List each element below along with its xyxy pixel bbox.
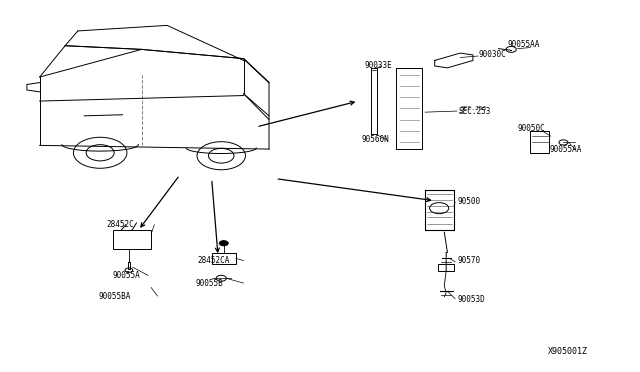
Bar xyxy=(212,253,236,263)
Text: X905001Z: X905001Z xyxy=(548,347,588,356)
Text: 90055BA: 90055BA xyxy=(99,292,131,301)
Text: 90055B: 90055B xyxy=(196,279,223,288)
Text: 28452CA: 28452CA xyxy=(198,256,230,265)
Text: SEC.253: SEC.253 xyxy=(460,106,486,111)
Text: 90030C: 90030C xyxy=(478,50,506,59)
Text: 90570: 90570 xyxy=(457,256,480,265)
Text: 90055AA: 90055AA xyxy=(549,145,582,154)
Circle shape xyxy=(220,241,228,246)
Text: SEC.253: SEC.253 xyxy=(459,106,492,116)
Bar xyxy=(438,263,454,271)
Text: 90560N: 90560N xyxy=(362,135,389,144)
Text: 28452C: 28452C xyxy=(106,220,134,229)
Text: 90055A: 90055A xyxy=(113,271,141,280)
Text: 90050C: 90050C xyxy=(518,124,545,133)
Text: 90500: 90500 xyxy=(457,197,480,206)
Bar xyxy=(113,230,151,249)
Text: 90033E: 90033E xyxy=(365,61,392,70)
Text: 90053D: 90053D xyxy=(457,295,484,304)
Text: 90055AA: 90055AA xyxy=(508,41,540,49)
